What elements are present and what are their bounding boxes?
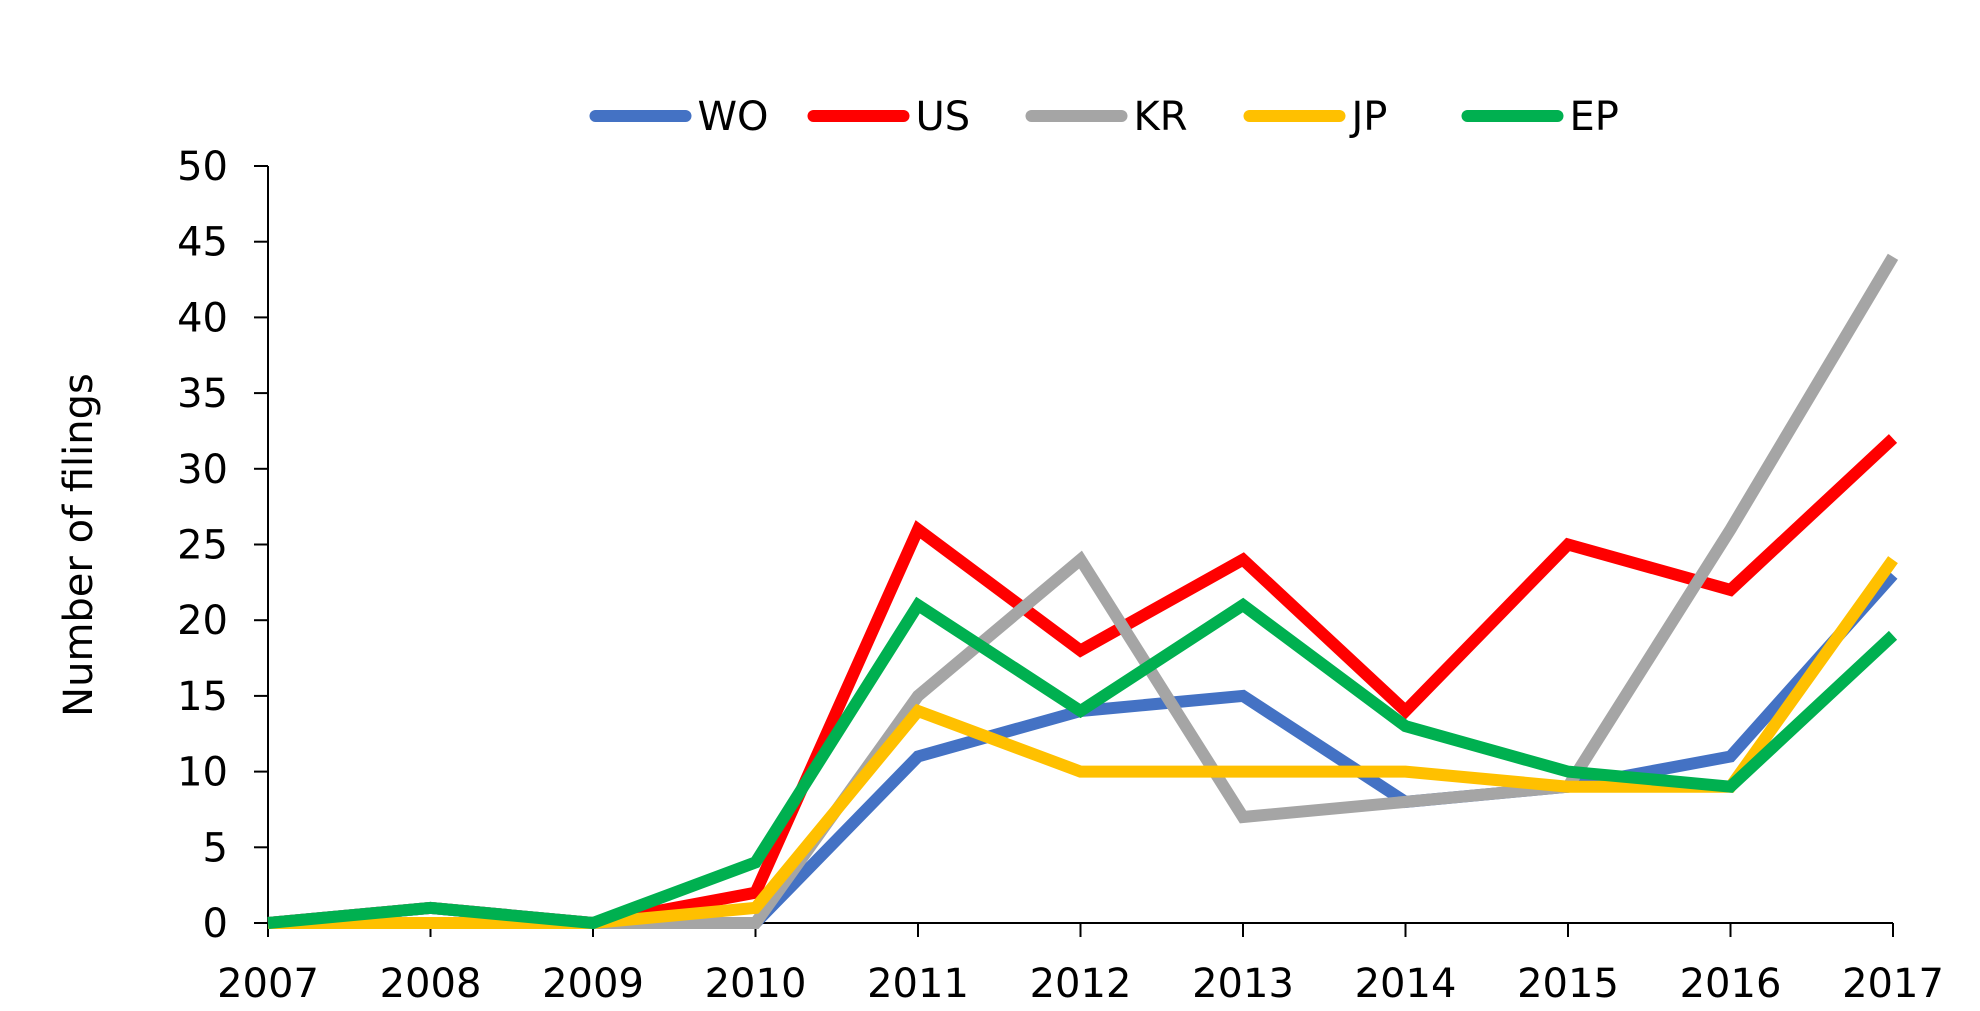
legend-label: KR [1134, 94, 1188, 140]
legend-label: US [916, 94, 971, 140]
legend-label: JP [1349, 94, 1388, 140]
legend-item-jp: JP [1243, 94, 1388, 140]
x-tick-label: 2010 [705, 961, 807, 1007]
y-tick-label: 35 [177, 371, 228, 417]
y-axis-title: Number of filings [56, 373, 102, 717]
legend-label: WO [698, 94, 769, 140]
y-tick-label: 5 [203, 825, 228, 871]
y-tick-label: 40 [177, 295, 228, 341]
x-tick-label: 2008 [380, 961, 482, 1007]
x-tick-label: 2012 [1030, 961, 1132, 1007]
legend-item-wo: WO [589, 94, 769, 140]
x-tick-label: 2014 [1355, 961, 1457, 1007]
x-tick-label: 2015 [1517, 961, 1619, 1007]
x-axis: 2007 2008 2009 2010 2011 2012 2013 2014 2015 2016… [217, 922, 1944, 1007]
y-tick-label: 25 [177, 523, 228, 569]
series-line-jp [268, 556, 1898, 929]
series-line-kr [267, 253, 1899, 929]
legend-item-kr: KR [1025, 94, 1188, 140]
y-tick-label: 45 [177, 220, 228, 266]
x-tick-label: 2007 [217, 961, 319, 1007]
y-tick-label: 15 [177, 674, 228, 720]
y-tick-label: 0 [203, 901, 228, 947]
y-tick-label: 20 [177, 598, 228, 644]
legend-item-us: US [807, 94, 971, 140]
y-tick-label: 30 [177, 447, 228, 493]
x-tick-label: 2013 [1192, 961, 1294, 1007]
legend: WO US KR JP EP [589, 94, 1619, 140]
series-group [267, 253, 1899, 930]
x-tick-label: 2009 [542, 961, 644, 1007]
series-line-ep [267, 596, 1898, 930]
x-tick-label: 2016 [1680, 961, 1782, 1007]
x-tick-label: 2017 [1842, 961, 1944, 1007]
legend-label: EP [1570, 94, 1619, 140]
y-tick-label: 50 [177, 144, 228, 190]
legend-item-ep: EP [1461, 94, 1619, 140]
y-tick-label: 10 [177, 750, 228, 796]
series-line-wo [267, 570, 1898, 929]
x-tick-label: 2011 [867, 961, 969, 1007]
y-axis: 0 5 10 15 20 25 30 35 40 45 50 [177, 144, 269, 947]
series-line-us [267, 434, 1898, 930]
